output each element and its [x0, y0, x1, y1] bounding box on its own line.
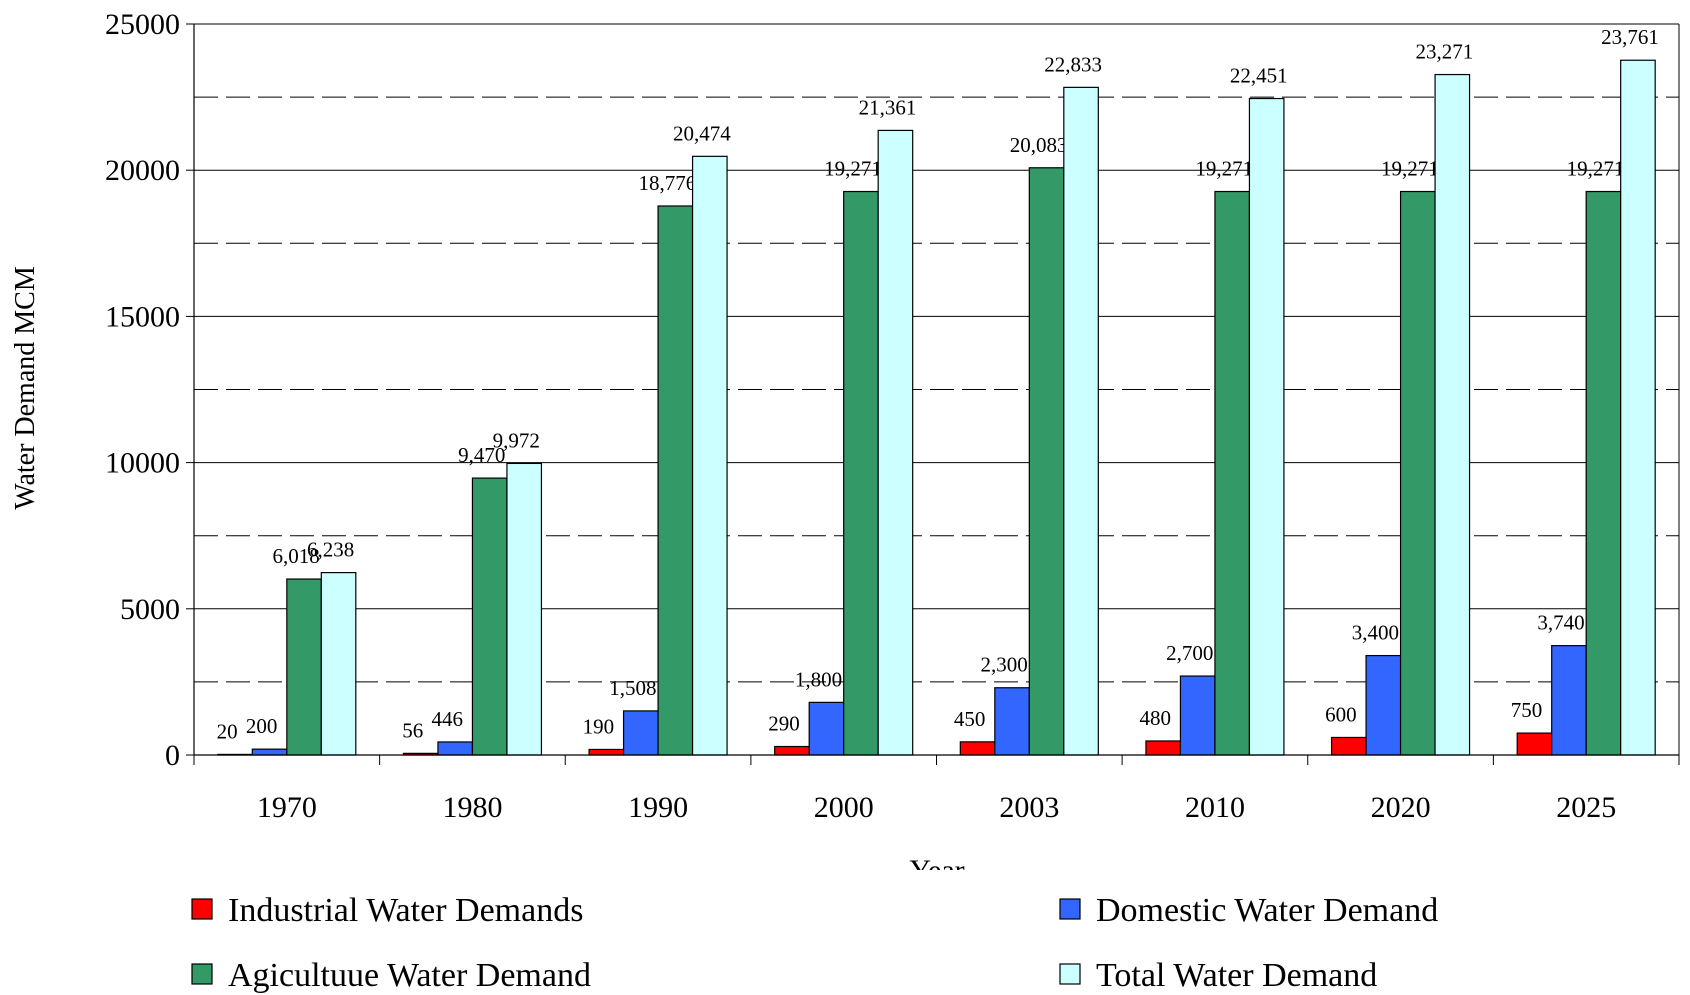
- y-tick-label: 5000: [120, 593, 180, 626]
- bar: [1063, 86, 1099, 756]
- bar: [657, 205, 694, 756]
- bar: [286, 578, 322, 756]
- value-label: 23,761: [1601, 25, 1659, 49]
- x-tick-label: 2000: [814, 791, 874, 824]
- value-label: 9,470: [458, 443, 505, 467]
- bar: [843, 190, 879, 756]
- y-tick-label: 15000: [105, 300, 180, 333]
- value-label: 23,271: [1415, 40, 1473, 64]
- x-tick-label: 1970: [257, 791, 317, 824]
- value-label: 2,700: [1166, 641, 1213, 665]
- x-tick-label: 2003: [999, 791, 1059, 824]
- legend-swatch: [1059, 898, 1081, 920]
- bar: [251, 748, 288, 756]
- bar: [959, 741, 996, 756]
- value-label: 290: [768, 712, 800, 736]
- y-axis-label: Water Demand MCM: [10, 266, 41, 510]
- value-label: 20,474: [673, 121, 731, 145]
- bar: [774, 745, 810, 756]
- bar: [1365, 654, 1402, 756]
- value-label: 6,018: [272, 544, 319, 568]
- x-axis-label: Year: [909, 854, 964, 887]
- bar: [1620, 59, 1656, 756]
- legend-swatch: [1059, 963, 1081, 985]
- y-tick-label: 10000: [105, 447, 180, 480]
- y-tick-label: 25000: [105, 8, 180, 41]
- x-tick-label: 1990: [628, 791, 688, 824]
- bar: [1330, 736, 1367, 756]
- value-label: 480: [1139, 706, 1171, 730]
- x-tick-label: 1980: [442, 791, 502, 824]
- value-label: 1,800: [795, 667, 842, 691]
- bar: [1179, 675, 1216, 756]
- bar: [588, 748, 625, 756]
- x-tick-label: 2010: [1185, 791, 1245, 824]
- bar: [1399, 190, 1436, 756]
- value-label: 20: [217, 719, 238, 743]
- bar: [1028, 167, 1065, 756]
- legend-label: Total Water Demand: [1096, 957, 1377, 994]
- value-label: 21,361: [859, 95, 917, 119]
- value-label: 19,271: [824, 157, 882, 181]
- value-label: 19,271: [1567, 157, 1625, 181]
- value-label: 750: [1511, 698, 1543, 722]
- y-tick-label: 0: [165, 739, 180, 772]
- value-label: 446: [431, 707, 463, 731]
- value-label: 22,833: [1044, 52, 1102, 76]
- value-label: 22,451: [1230, 64, 1288, 88]
- legend-swatch: [191, 898, 213, 920]
- y-tick-label: 20000: [105, 154, 180, 187]
- value-label: 19,271: [1381, 157, 1439, 181]
- value-label: 1,508: [609, 676, 656, 700]
- value-label: 450: [954, 707, 986, 731]
- value-label: 3,400: [1352, 621, 1399, 645]
- value-label: 9,972: [493, 428, 540, 452]
- bar: [808, 701, 845, 756]
- bar: [471, 477, 508, 756]
- bar: [622, 710, 659, 756]
- bar: [877, 129, 914, 756]
- value-label: 200: [246, 714, 278, 738]
- bar: [994, 687, 1030, 756]
- value-label: 20,083: [1010, 133, 1068, 157]
- legend-swatch: [191, 963, 213, 985]
- bar: [320, 572, 357, 756]
- value-label: 3,740: [1537, 611, 1584, 635]
- bar: [1248, 97, 1285, 756]
- bar: [1516, 732, 1553, 756]
- bar: [437, 741, 474, 756]
- bar: [1585, 190, 1622, 756]
- legend-label: Agicultuue Water Demand: [228, 957, 591, 994]
- bar: [1214, 190, 1251, 756]
- bar: [1551, 645, 1587, 756]
- bar: [1434, 73, 1471, 756]
- value-label: 18,776: [638, 171, 696, 195]
- bar: [691, 155, 728, 756]
- value-label: 2,300: [980, 653, 1027, 677]
- x-tick-label: 2020: [1371, 791, 1431, 824]
- legend-label: Domestic Water Demand: [1096, 892, 1438, 929]
- value-label: 600: [1325, 702, 1357, 726]
- value-label: 19,271: [1195, 157, 1253, 181]
- value-label: 190: [583, 714, 615, 738]
- value-label: 6,238: [307, 538, 354, 562]
- bar: [506, 462, 543, 756]
- bar: [1145, 740, 1182, 756]
- legend-label: Industrial Water Demands: [228, 892, 583, 929]
- value-label: 56: [402, 718, 423, 742]
- x-tick-label: 2025: [1556, 791, 1616, 824]
